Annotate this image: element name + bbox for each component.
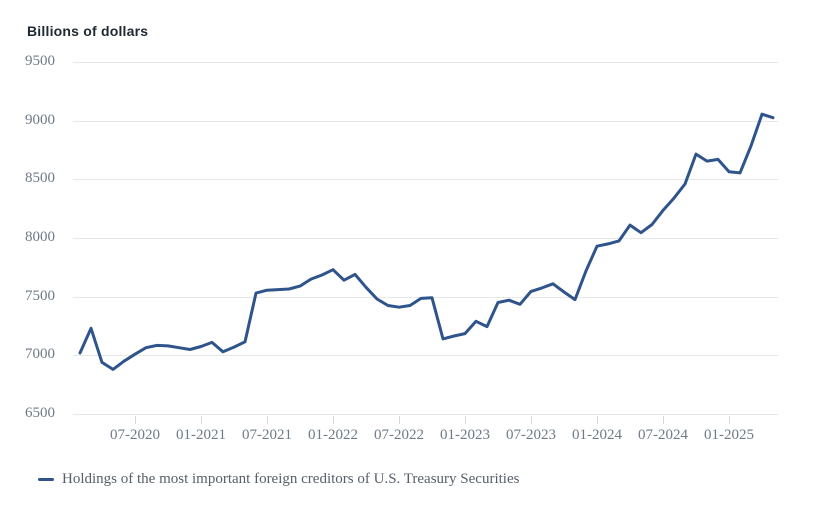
x-tick-07-2022	[399, 416, 400, 424]
x-tick-01-2025	[729, 416, 730, 424]
x-tick-07-2021	[267, 416, 268, 424]
x-tick-label-01-2022: 01-2022	[308, 427, 358, 443]
legend-label: Holdings of the most important foreign c…	[62, 471, 520, 487]
legend-line-swatch-icon	[38, 477, 54, 482]
gridline-9500	[73, 62, 778, 63]
x-tick-label-07-2024: 07-2024	[638, 427, 688, 443]
gridline-9000	[73, 120, 778, 122]
x-tick-07-2023	[531, 416, 532, 424]
x-tick-07-2024	[663, 416, 664, 424]
series-line	[78, 112, 775, 371]
x-tick-label-07-2022: 07-2022	[374, 427, 424, 443]
gridline-6500	[73, 414, 778, 415]
y-tick-label-6500: 6500	[25, 405, 55, 421]
x-tick-label-07-2021: 07-2021	[242, 427, 292, 443]
y-tick-label-7500: 7500	[25, 287, 55, 304]
y-tick-label-8000: 8000	[25, 229, 55, 245]
legend: Holdings of the most important foreign c…	[38, 471, 519, 488]
x-tick-01-2021	[201, 416, 202, 424]
x-tick-07-2020	[135, 416, 136, 424]
gridline-8000	[73, 238, 778, 239]
x-tick-label-01-2023: 01-2023	[440, 427, 490, 443]
y-tick-label-7000: 7000	[25, 346, 55, 363]
x-tick-01-2024	[597, 416, 598, 424]
chart-title: Billions of dollars	[27, 23, 149, 39]
x-tick-01-2023	[465, 416, 466, 424]
gridline-7000	[73, 355, 778, 357]
x-tick-label-07-2020: 07-2020	[110, 427, 160, 443]
y-tick-label-8500: 8500	[25, 170, 55, 187]
x-tick-label-07-2023: 07-2023	[506, 427, 556, 443]
y-tick-label-9000: 9000	[25, 111, 55, 128]
gridline-8500	[73, 179, 778, 181]
x-tick-label-01-2025: 01-2025	[704, 427, 754, 443]
y-tick-label-9500: 9500	[25, 53, 55, 69]
x-tick-label-01-2024: 01-2024	[572, 427, 622, 443]
x-tick-01-2022	[333, 416, 334, 424]
x-tick-label-01-2021: 01-2021	[176, 427, 226, 443]
